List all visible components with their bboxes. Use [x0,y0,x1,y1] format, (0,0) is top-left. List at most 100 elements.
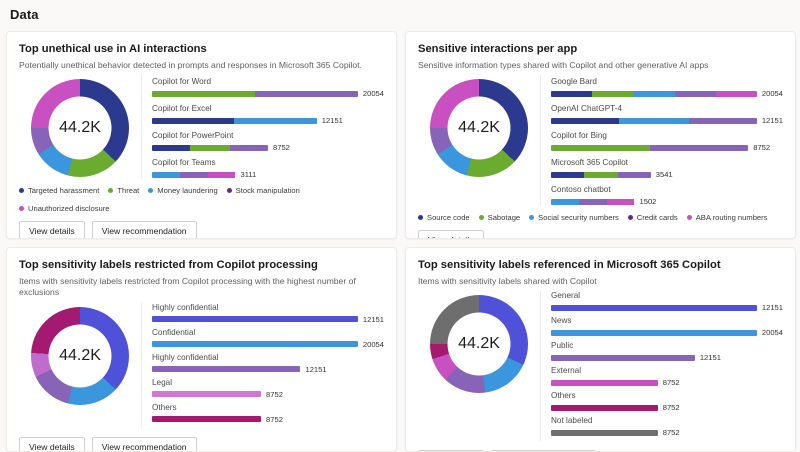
bar-row: Google Bard 20054 [551,77,783,98]
donut-chart-wrapper: 44.2K [19,75,141,178]
view-recommendation-button[interactable]: View recommendation [490,450,596,451]
bar-track[interactable] [551,304,757,311]
legend-item[interactable]: Credit cards [627,213,678,222]
bar-track[interactable] [152,416,262,423]
view-details-button[interactable]: View details [418,450,484,451]
view-details-button[interactable]: View details [19,221,85,238]
bar-track[interactable] [152,341,358,348]
bar-segment [551,117,619,124]
bar-track[interactable] [152,366,301,373]
card-subtitle: Items with sensitivity labels restricted… [19,275,356,298]
bar-track[interactable] [551,379,658,386]
bar-segment [551,90,593,97]
bar-label: Not labeled [551,416,593,426]
bar-value: 8752 [662,378,680,388]
bar-track[interactable] [551,90,757,97]
legend-item[interactable]: Money laundering [148,186,218,196]
bar-label: Legal [152,377,173,387]
donut-chart[interactable]: 44.2K [430,295,528,394]
donut-chart[interactable]: 44.2K [31,306,129,405]
card-subtitle: Items with sensitivity labels shared wit… [418,275,597,286]
view-recommendation-button[interactable]: View recommendation [91,436,197,451]
bar-segment [179,171,208,178]
donut-chart[interactable]: 44.2K [31,79,129,178]
bar-segment [152,171,180,178]
legend-item[interactable]: Social security numbers [529,213,619,222]
bar-line: 20054 [152,340,384,349]
bar-segment [152,90,255,97]
chart-legend: Targeted harassment Threat Money launderin… [19,184,384,213]
bar-label: Copilot for Bing [551,131,607,141]
bar-segment [551,329,757,336]
bar-chart: Copilot for Word 20054 Copilot for Excel 12… [141,75,384,180]
bar-track[interactable] [551,354,695,361]
page-title: Data [10,7,39,22]
bar-line: 8752 [152,415,384,424]
bar-row: Copilot for Excel 12151 [152,104,384,125]
legend-item[interactable]: Source code [418,213,470,222]
legend-item[interactable]: Unauthorized disclosure [19,204,109,213]
bar-label: Microsoft 365 Copilot [551,158,628,168]
donut-chart-wrapper: 44.2K [418,75,540,178]
legend-label: Sabotage [487,213,521,223]
bar-value: 8752 [273,143,290,153]
bar-segment [152,117,235,124]
bar-segment [618,117,689,124]
bar-track[interactable] [551,198,635,205]
legend-label: Threat [117,186,140,196]
card-subtitle: Sensitive information types shared with … [418,59,709,70]
bar-segment [190,144,230,151]
bar-segment [254,90,358,97]
donut-center-label: 44.2K [458,119,500,137]
bar-row: Public 12151 [551,341,783,362]
legend-item[interactable]: ABA routing numbers [686,213,767,222]
bar-track[interactable] [551,429,658,436]
bar-segment [674,90,716,97]
legend-label: Money laundering [157,186,218,196]
legend-item[interactable]: Sabotage [478,213,521,223]
bar-track[interactable] [152,117,317,124]
bar-row: General 12151 [551,291,783,312]
bar-label: OpenAI ChatGPT-4 [551,104,622,114]
legend-item[interactable]: Stock manipulation [226,186,300,195]
bar-line: 1502 [551,197,783,206]
legend-label: Social security numbers [538,213,619,223]
bar-track[interactable] [551,117,757,124]
bar-track[interactable] [152,391,262,398]
legend-item[interactable]: Targeted harassment [19,186,99,195]
bar-track[interactable] [152,144,268,151]
donut-center-label: 44.2K [59,346,101,364]
bar-segment [207,171,236,178]
bar-track[interactable] [551,329,757,336]
bar-value: 12151 [761,303,783,313]
bar-row: Confidential 20054 [152,328,384,349]
bar-track[interactable] [152,90,358,97]
bar-row: Copilot for Word 20054 [152,77,384,98]
bar-track[interactable] [551,144,749,151]
bar-line: 12151 [551,116,783,125]
legend-dot-icon [478,215,484,221]
bar-label: Others [152,402,177,412]
legend-label: Source code [427,213,470,223]
bar-value: 8752 [662,403,680,413]
bar-segment [152,144,191,151]
view-details-button[interactable]: View details [19,436,85,451]
bar-label: Others [551,391,576,401]
bar-label: Public [551,341,574,351]
legend-item[interactable]: Threat [108,186,139,195]
card-title: Top sensitivity labels restricted from C… [19,259,318,271]
bar-segment [551,429,658,436]
bar-track[interactable] [551,404,658,411]
card-top-unethical-use: Top unethical use in AI interactions Pote… [6,31,397,239]
view-recommendation-button[interactable]: View recommendation [91,221,197,238]
legend-dot-icon [226,188,232,194]
bar-segment [649,144,749,151]
bar-segment [152,316,358,323]
bar-track[interactable] [152,316,358,323]
bar-track[interactable] [152,171,236,178]
view-details-button[interactable]: View details [418,230,484,238]
card-actions: View details View recommendation [418,450,783,451]
bar-segment [152,416,262,423]
bar-track[interactable] [551,171,651,178]
donut-chart[interactable]: 44.2K [430,79,528,178]
